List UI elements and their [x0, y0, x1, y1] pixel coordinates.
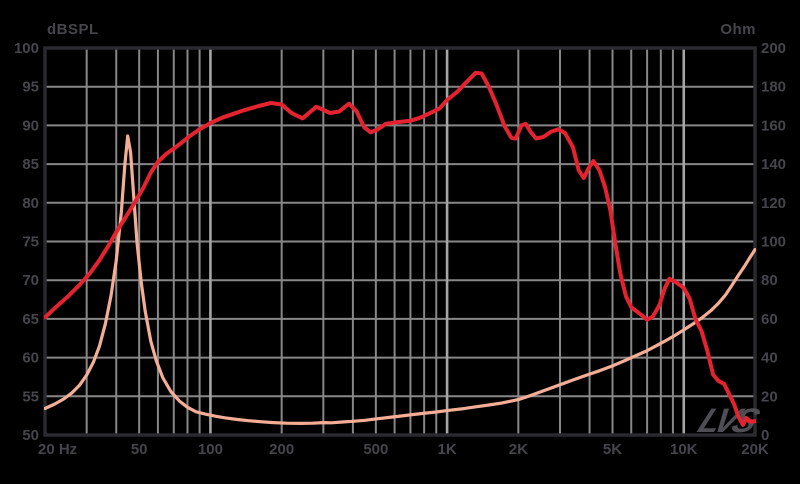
y-left-tick-label: 55	[22, 388, 39, 405]
impedance-curve	[44, 134, 756, 425]
plot-frame	[43, 46, 757, 437]
x-tick-label: 5K	[603, 441, 622, 458]
y-left-tick-label: 80	[22, 195, 39, 212]
y-left-tick-label: 65	[22, 311, 39, 328]
y-right-tick-label: 40	[761, 350, 778, 367]
y-right-tick-label: 60	[761, 311, 778, 328]
y-right-tick-label: 160	[761, 117, 786, 134]
x-tick-label: 20 Hz	[38, 441, 77, 458]
y-left-tick-label: 50	[22, 427, 39, 444]
y-right-tick-label: 200	[761, 40, 786, 57]
y-right-tick-label: 20	[761, 388, 778, 405]
y-left-tick-label: 85	[22, 156, 39, 173]
x-tick-label: 500	[363, 441, 388, 458]
y-left-axis-title: dBSPL	[47, 21, 99, 38]
y-right-axis-title: Ohm	[720, 21, 756, 38]
y-right-tick-label: 140	[761, 156, 786, 173]
y-left-tick-label: 60	[22, 350, 39, 367]
y-left-tick-label: 75	[22, 234, 39, 251]
x-tick-label: 2K	[509, 441, 528, 458]
y-left-tick-label: 95	[22, 79, 39, 96]
y-right-tick-label: 180	[761, 79, 786, 96]
y-right-tick-label: 100	[761, 234, 786, 251]
y-right-tick-label: 0	[761, 427, 769, 444]
y-left-tick-label: 100	[14, 40, 39, 57]
y-left-tick-label: 90	[22, 117, 39, 134]
x-tick-label: 50	[131, 441, 148, 458]
x-tick-label: 100	[198, 441, 223, 458]
x-tick-label: 1K	[437, 441, 456, 458]
x-tick-label: 200	[269, 441, 294, 458]
spl-curve	[44, 70, 756, 427]
y-right-tick-label: 80	[761, 272, 778, 289]
y-right-tick-label: 120	[761, 195, 786, 212]
y-left-tick-label: 70	[22, 272, 39, 289]
x-tick-label: 10K	[670, 441, 698, 458]
x-tick-label: 20K	[741, 441, 769, 458]
